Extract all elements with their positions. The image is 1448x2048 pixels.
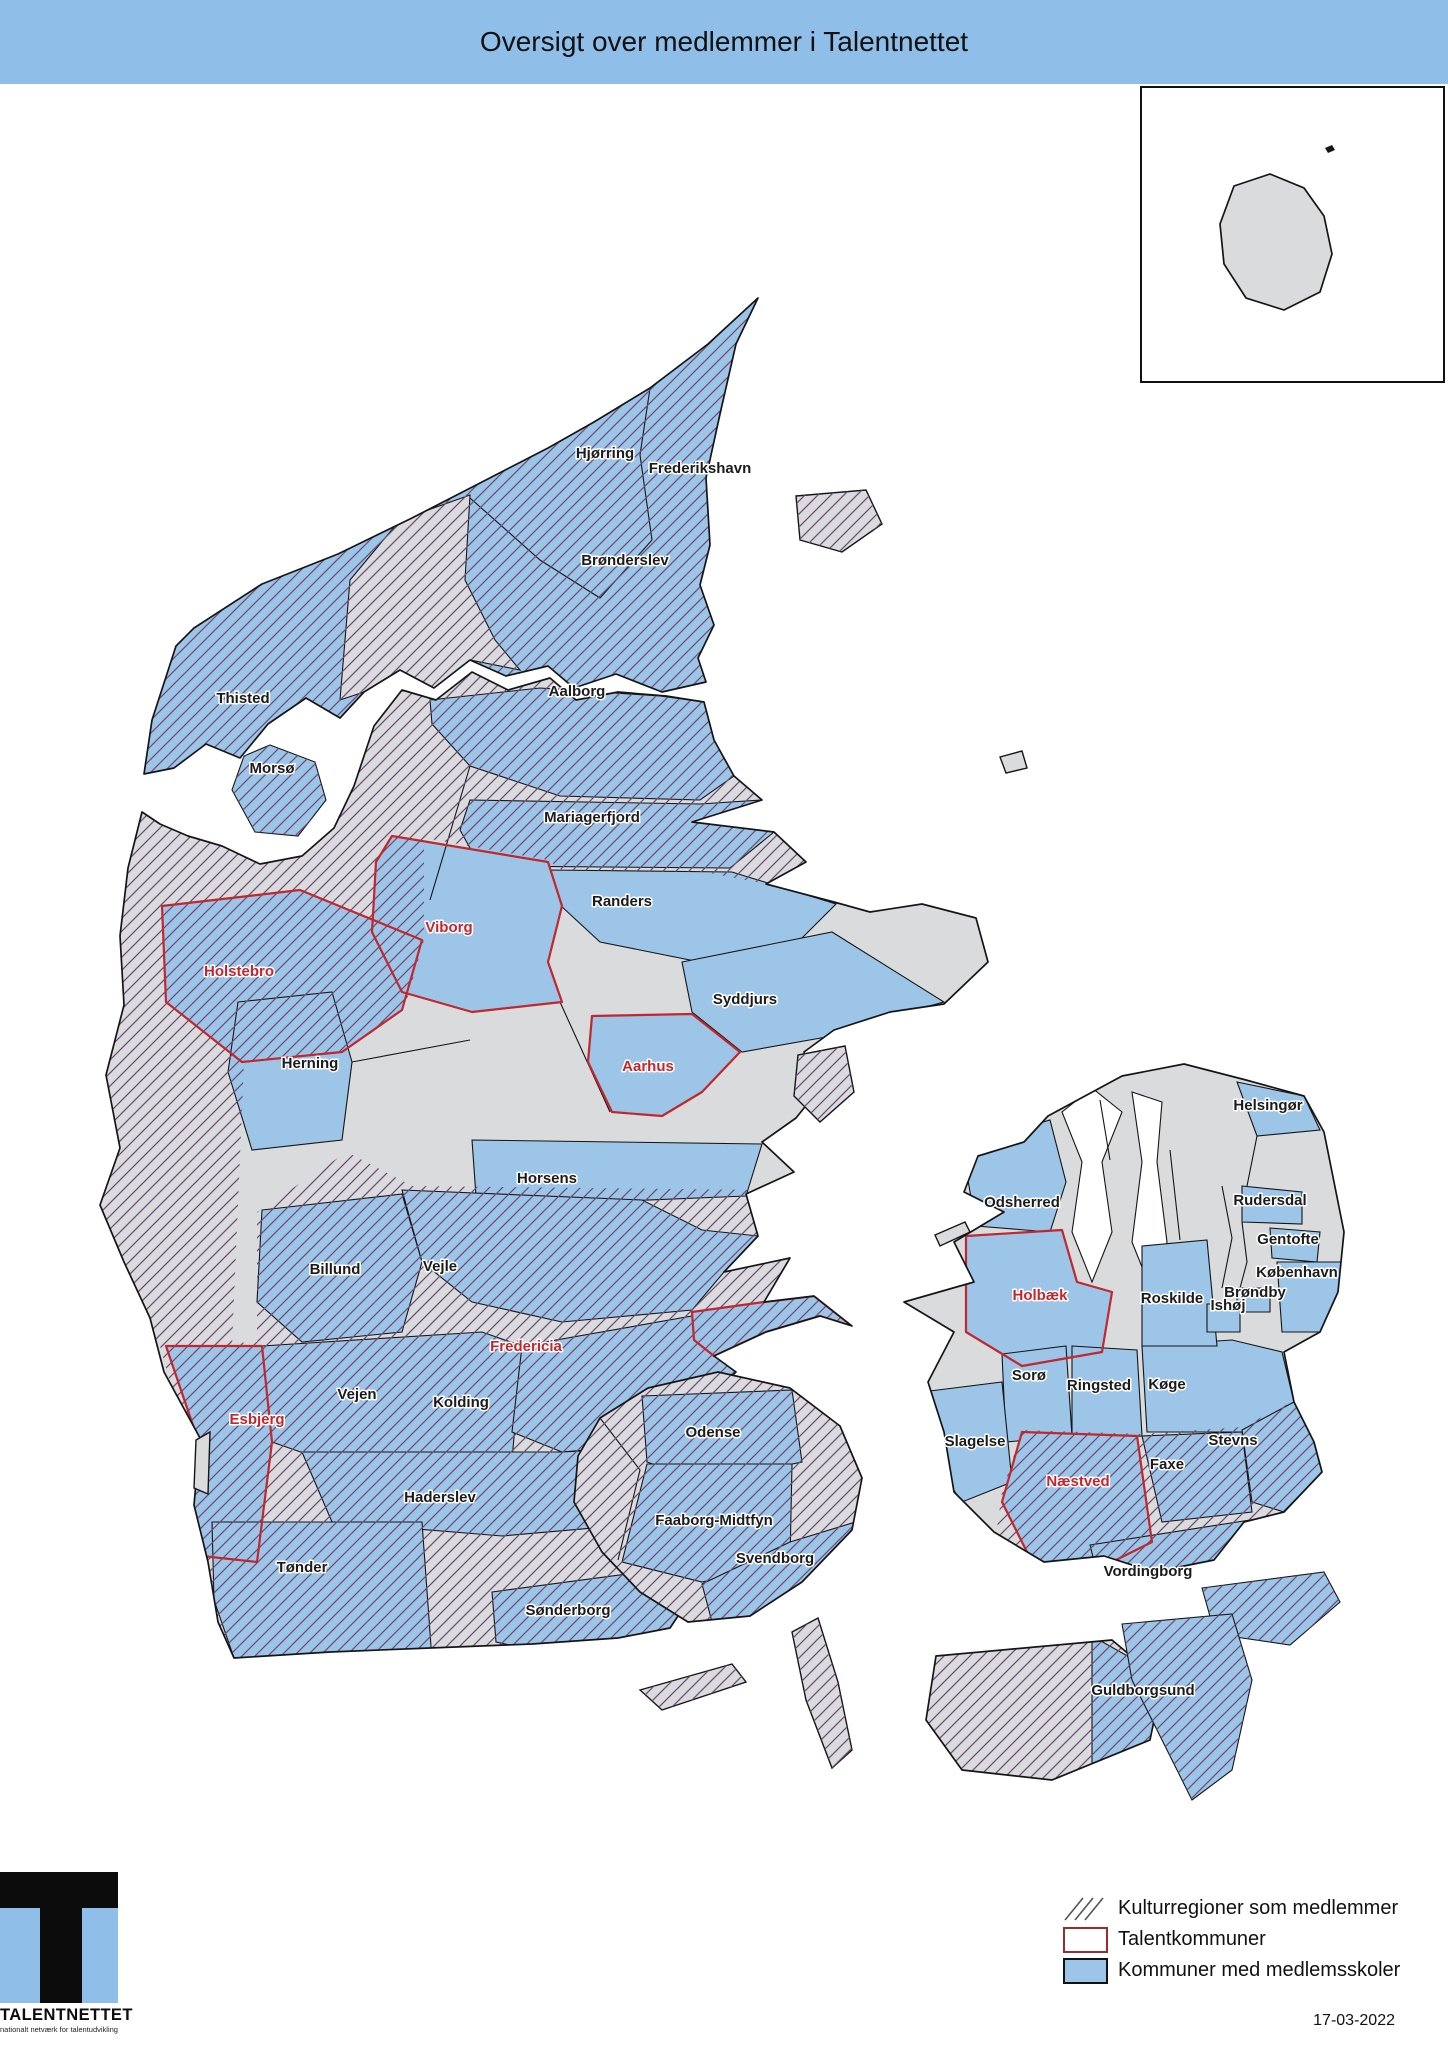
map-label-horsens: Horsens — [517, 1170, 577, 1187]
region-zealand — [904, 1064, 1344, 1572]
logo-t-stem — [40, 1908, 82, 2003]
map-label-vejen: Vejen — [337, 1386, 376, 1403]
bornholm-inset-map — [1219, 145, 1335, 311]
map-label-slagelse: Slagelse — [945, 1433, 1006, 1450]
page-title: Oversigt over medlemmer i Talentnettet — [479, 26, 969, 57]
legend-item-member-schools: Kommuner med medlemsskoler — [1063, 1955, 1443, 1986]
map-label-esbjerg: Esbjerg — [229, 1411, 284, 1428]
logo-t-mark — [0, 1872, 118, 2003]
map-label-syddjurs: Syddjurs — [713, 991, 777, 1008]
region-anholt — [999, 750, 1028, 774]
bornholm-inset-box — [1140, 86, 1445, 383]
map-label-stevns: Stevns — [1208, 1432, 1257, 1449]
map-label-herning: Herning — [282, 1055, 339, 1072]
map-label-vordingborg: Vordingborg — [1104, 1563, 1193, 1580]
map-label-k-benhavn: København — [1256, 1264, 1338, 1281]
region-jutland — [100, 672, 988, 1658]
map-label-billund: Billund — [310, 1261, 361, 1278]
map-label-n-stved: Næstved — [1046, 1473, 1109, 1490]
legend-label: Kulturregioner som medlemmer — [1118, 1897, 1399, 1919]
map-label-ish-j: Ishøj — [1210, 1297, 1245, 1314]
logo-t-bar — [0, 1872, 118, 1908]
legend-label: Talentkommuner — [1118, 1928, 1266, 1950]
region-fano — [193, 1430, 211, 1496]
map-label-s-nderborg: Sønderborg — [526, 1602, 611, 1619]
map-label-randers: Randers — [592, 893, 652, 910]
map-label-roskilde: Roskilde — [1141, 1290, 1204, 1307]
legend-item-culture-regions: Kulturregioner som medlemmer — [1063, 1893, 1443, 1924]
map-label-ringsted: Ringsted — [1067, 1377, 1131, 1394]
map-label-kolding: Kolding — [433, 1394, 489, 1411]
legend-item-talent-municipalities: Talentkommuner — [1063, 1924, 1443, 1955]
region-ertholmene — [1325, 145, 1335, 153]
map-label-faxe: Faxe — [1150, 1456, 1184, 1473]
map-label-guldborgsund: Guldborgsund — [1091, 1682, 1194, 1699]
legend: Kulturregioner som medlemmer Talentkommu… — [1063, 1893, 1443, 1986]
map-label-frederikshavn: Frederikshavn — [649, 460, 752, 477]
map-label-t-nder: Tønder — [277, 1559, 328, 1576]
hatch-swatch-icon — [1063, 1896, 1108, 1922]
map-label-odsherred: Odsherred — [984, 1194, 1060, 1211]
map-label-haderslev: Haderslev — [404, 1489, 476, 1506]
map-label-faaborg-midtfyn: Faaborg-Midtfyn — [655, 1512, 773, 1529]
red-outline-swatch-icon — [1063, 1926, 1108, 1953]
map-label-aarhus: Aarhus — [622, 1058, 674, 1075]
map-label-mors-: Morsø — [250, 760, 296, 777]
map-label-br-nderslev: Brønderslev — [581, 552, 669, 569]
logo-tagline: nationalt netværk for talentudvikling — [0, 2025, 118, 2034]
talentnettet-logo: TALENTNETTET nationalt netværk for talen… — [0, 1872, 133, 2034]
legend-label: Kommuner med medlemsskoler — [1118, 1959, 1401, 1981]
map-date: 17-03-2022 — [1313, 2012, 1395, 2029]
map-label-hj-rring: Hjørring — [576, 445, 634, 462]
map-label-k-ge: Køge — [1148, 1376, 1186, 1393]
map-label-thisted: Thisted — [216, 690, 269, 707]
map-label-gentofte: Gentofte — [1257, 1231, 1319, 1248]
map-label-sor-: Sorø — [1012, 1367, 1047, 1384]
region-bornholm — [1219, 173, 1333, 311]
map-label-svendborg: Svendborg — [736, 1550, 814, 1567]
logo-name: TALENTNETTET — [0, 2006, 133, 2024]
map-label-rudersdal: Rudersdal — [1233, 1192, 1306, 1209]
map-label-fredericia: Fredericia — [490, 1338, 562, 1355]
map-label-aalborg: Aalborg — [549, 683, 606, 700]
map-label-helsing-r: Helsingør — [1233, 1097, 1302, 1114]
map-label-holb-k: Holbæk — [1012, 1287, 1068, 1304]
map-label-holstebro: Holstebro — [204, 963, 274, 980]
map-label-viborg: Viborg — [425, 919, 472, 936]
blue-fill-swatch-icon — [1063, 1957, 1108, 1984]
map-label-br-ndby: Brøndby — [1224, 1284, 1286, 1301]
map-label-odense: Odense — [685, 1424, 740, 1441]
map-label-vejle: Vejle — [423, 1258, 457, 1275]
title-bar: Oversigt over medlemmer i Talentnettet — [0, 0, 1448, 84]
map-label-mariagerfjord: Mariagerfjord — [544, 809, 640, 826]
